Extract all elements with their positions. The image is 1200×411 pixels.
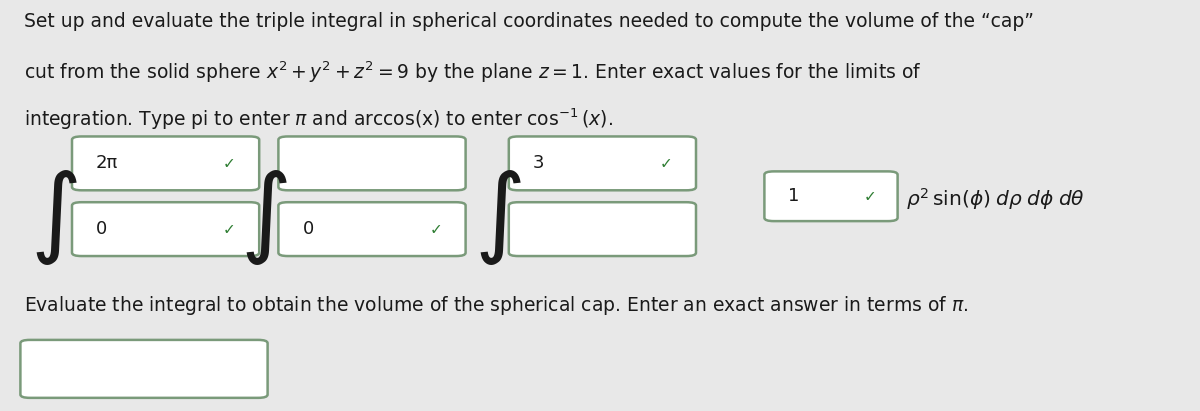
Text: ✓: ✓ (223, 222, 236, 237)
Text: Evaluate the integral to obtain the volume of the spherical cap. Enter an exact : Evaluate the integral to obtain the volu… (24, 294, 968, 317)
Text: $\int$: $\int$ (240, 169, 288, 267)
Text: 0: 0 (302, 220, 313, 238)
Text: ✓: ✓ (430, 222, 443, 237)
Text: ✓: ✓ (223, 156, 236, 171)
Text: 0: 0 (96, 220, 107, 238)
Text: 3: 3 (533, 155, 545, 172)
FancyBboxPatch shape (764, 171, 898, 221)
Text: integration. Type pi to enter $\pi$ and arccos(x) to enter $\cos^{-1}(x)$.: integration. Type pi to enter $\pi$ and … (24, 107, 613, 132)
Text: cut from the solid sphere $x^2 + y^2 + z^2 = 9$ by the plane $z = 1$. Enter exac: cut from the solid sphere $x^2 + y^2 + z… (24, 60, 922, 85)
FancyBboxPatch shape (278, 202, 466, 256)
Text: $\int$: $\int$ (30, 169, 78, 267)
FancyBboxPatch shape (72, 202, 259, 256)
FancyBboxPatch shape (509, 202, 696, 256)
Text: ✓: ✓ (864, 189, 877, 204)
FancyBboxPatch shape (72, 136, 259, 190)
Text: 1: 1 (788, 187, 799, 205)
FancyBboxPatch shape (20, 340, 268, 398)
Text: $\int$: $\int$ (474, 169, 522, 267)
Text: 2π: 2π (96, 155, 119, 172)
FancyBboxPatch shape (509, 136, 696, 190)
Text: ✓: ✓ (660, 156, 673, 171)
FancyBboxPatch shape (278, 136, 466, 190)
Text: Set up and evaluate the triple integral in spherical coordinates needed to compu: Set up and evaluate the triple integral … (24, 12, 1034, 31)
Text: $\rho^2\,\mathrm{sin}(\phi)\;d\rho\;d\phi\;d\theta$: $\rho^2\,\mathrm{sin}(\phi)\;d\rho\;d\ph… (906, 186, 1085, 212)
